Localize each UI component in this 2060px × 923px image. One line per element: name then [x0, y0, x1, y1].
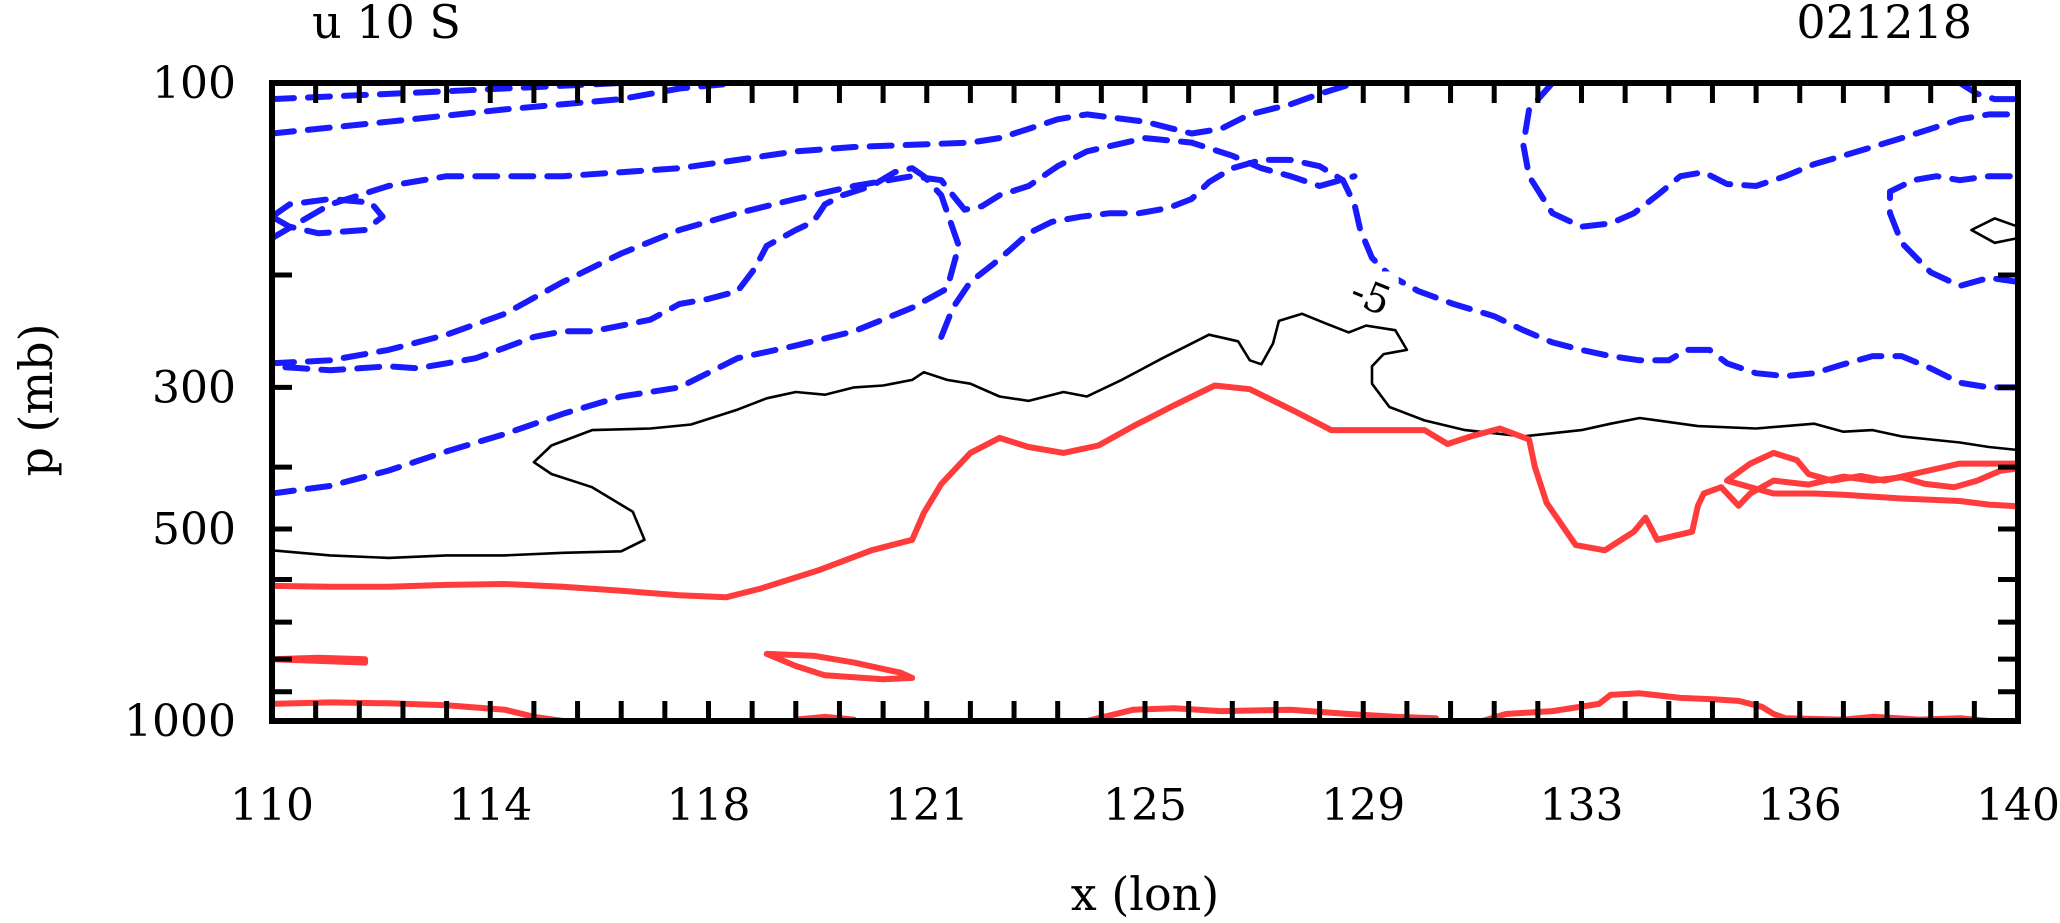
contour-line-1 [272, 83, 741, 137]
x-tick-label-6: 133 [1540, 780, 1624, 831]
contour-line-8 [1956, 83, 2018, 103]
x-tick-label-3: 121 [885, 780, 969, 831]
x-tick-labels: 110 114 118 121 125 129 133 136 140 [230, 780, 2060, 831]
title-right: 021218 [1796, 0, 1972, 49]
y-tick-labels: 100 300 500 1000 [124, 58, 236, 747]
plot-frame [269, 80, 2021, 724]
x-tick-label-7: 136 [1758, 780, 1842, 831]
contour-line-11 [1970, 217, 2018, 245]
contour-line-18 [1479, 690, 1992, 721]
contour-line-19 [1724, 449, 2018, 510]
x-tick-label-2: 118 [667, 780, 751, 831]
contour-line-12 [272, 382, 2018, 601]
y-tick-label-1: 300 [152, 362, 236, 413]
y-tick-label-0: 100 [152, 58, 236, 109]
contour-line-4 [272, 135, 1358, 367]
contour-line-5 [272, 165, 962, 497]
contour-line-2 [272, 83, 1358, 242]
contour-line-17 [1083, 705, 1439, 721]
y-tick-label-2: 500 [152, 504, 236, 555]
x-tick-label-4: 125 [1103, 780, 1187, 831]
x-tick-label-5: 129 [1321, 780, 1405, 831]
contour-label-bg-0 [1338, 271, 1399, 318]
contour-line-3 [272, 196, 386, 237]
contour-line-10 [272, 312, 2018, 560]
x-tick-label-8: 140 [1976, 780, 2060, 831]
contour-line-9 [1887, 173, 2018, 289]
contour-labels: -5 [1338, 268, 1399, 325]
contour-line-15 [763, 650, 916, 683]
y-axis-title: p (mb) [9, 323, 63, 476]
title-left: u 10 S [312, 0, 461, 49]
x-axis-title: x (lon) [1071, 867, 1220, 921]
contour-line-13 [272, 654, 369, 666]
x-tick-label-1: 114 [448, 780, 532, 831]
contour-lines [272, 83, 2018, 721]
contour-line-7 [1520, 83, 2018, 230]
y-tick-label-3: 1000 [124, 696, 236, 747]
axis-ticks [269, 80, 2021, 724]
x-tick-label-0: 110 [230, 780, 314, 831]
contour-line-6 [938, 156, 2018, 391]
